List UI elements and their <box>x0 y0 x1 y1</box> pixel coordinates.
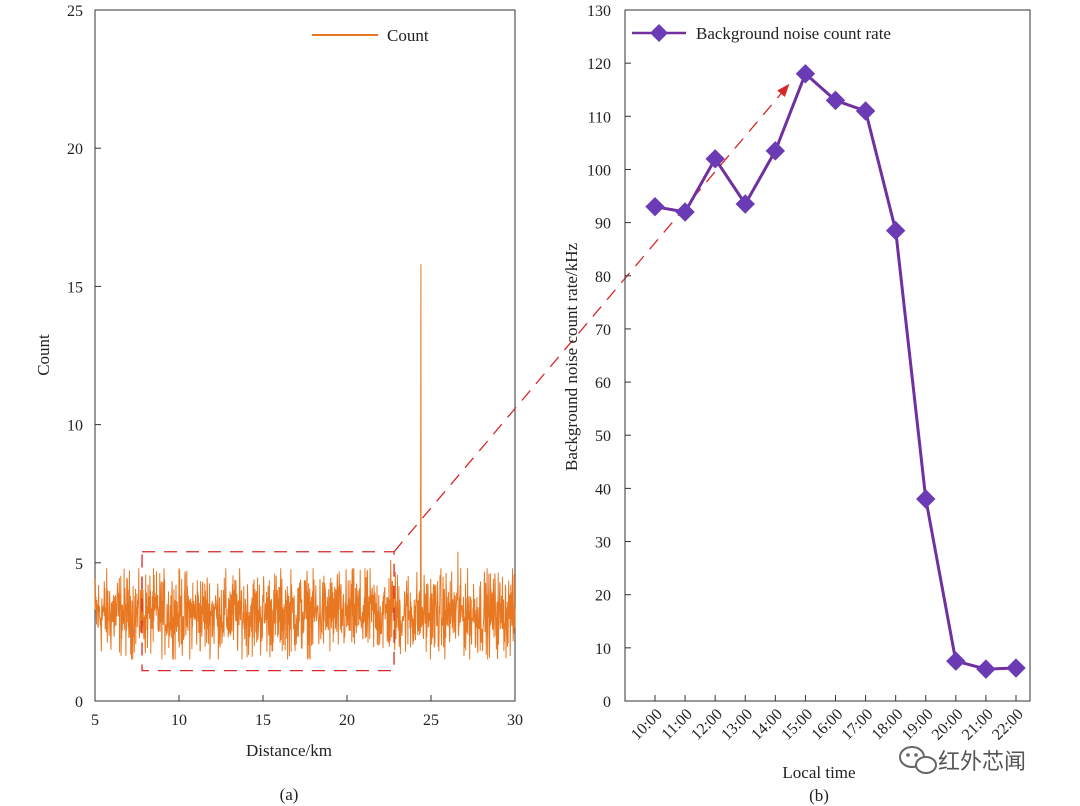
panel-b-ylabel: Background noise count rate/kHz <box>562 243 581 471</box>
y-tick-label: 10 <box>67 418 83 435</box>
panel-b-caption: (b) <box>809 786 829 805</box>
connector-arrow <box>393 83 790 553</box>
data-point <box>705 149 725 169</box>
x-tick-label: 19:00 <box>899 706 937 744</box>
panel-a-frame <box>94 9 516 702</box>
panel-a-ylabel: Count <box>34 334 53 376</box>
legend-a: Count <box>312 26 429 45</box>
data-point <box>765 141 786 161</box>
data-point <box>855 101 876 121</box>
x-tick-label: 17:00 <box>839 706 877 744</box>
x-tick-label: 11:00 <box>659 706 696 743</box>
y-tick-label: 20 <box>595 588 611 605</box>
data-point <box>976 659 996 679</box>
x-tick-label: 20:00 <box>929 706 967 744</box>
y-tick-label: 5 <box>75 556 83 573</box>
y-tick-label: 10 <box>595 641 611 658</box>
legend-b-label: Background noise count rate <box>696 24 891 43</box>
x-tick-label: 10:00 <box>628 706 666 744</box>
data-point <box>1006 658 1026 678</box>
data-point <box>825 90 846 111</box>
data-point <box>885 220 906 241</box>
x-tick-label: 21:00 <box>959 706 997 744</box>
data-point <box>675 202 695 222</box>
y-tick-label: 130 <box>587 3 611 20</box>
legend-b-marker <box>650 24 668 42</box>
noise-rate-series <box>645 64 1026 679</box>
y-tick-label: 110 <box>588 109 611 126</box>
y-tick-label: 0 <box>75 694 83 711</box>
legend-a-label: Count <box>387 26 429 45</box>
x-tick-label: 10 <box>171 712 187 729</box>
x-tick-label: 15 <box>255 712 271 729</box>
y-tick-label: 120 <box>587 56 611 73</box>
x-tick-label: 22:00 <box>989 706 1027 744</box>
y-tick-label: 25 <box>67 3 83 20</box>
highlight-rect <box>141 551 395 672</box>
watermark-text: 红外芯闻 <box>938 750 1026 775</box>
x-tick-label: 15:00 <box>778 706 816 744</box>
connector-arrowhead <box>777 83 790 97</box>
x-tick-label: 20 <box>339 712 355 729</box>
y-tick-label: 90 <box>595 216 611 233</box>
y-tick-label: 60 <box>595 375 611 392</box>
watermark: 红外芯闻 <box>899 746 1026 775</box>
y-tick-label: 80 <box>595 269 611 286</box>
y-tick-label: 100 <box>587 162 611 179</box>
panel-b-frame <box>624 9 1031 702</box>
x-tick-label: 25 <box>423 712 439 729</box>
panel-b-axes: 0 10 20 30 40 50 60 70 80 90 100 110 120 130 10:0011:0… <box>587 3 1027 744</box>
data-point <box>735 194 755 214</box>
x-tick-label: 30 <box>507 712 523 729</box>
connector-line <box>393 83 790 553</box>
data-point <box>916 489 936 509</box>
series-line <box>654 72 1017 671</box>
x-tick-label: 12:00 <box>688 706 726 744</box>
y-tick-label: 15 <box>67 279 83 296</box>
x-tick-label: 16:00 <box>809 706 847 744</box>
panel-b: 0 10 20 30 40 50 60 70 80 90 100 110 120 130 10:0011:0… <box>562 3 1031 805</box>
legend-b: Background noise count rate <box>632 24 891 43</box>
x-tick-label: 13:00 <box>718 706 756 744</box>
y-tick-label: 30 <box>595 535 611 552</box>
panel-b-xlabel: Local time <box>782 763 855 782</box>
data-point <box>795 64 816 84</box>
x-tick-label: 14:00 <box>748 706 786 744</box>
y-tick-label: 50 <box>595 428 611 445</box>
data-point <box>645 196 665 217</box>
y-tick-label: 40 <box>595 481 611 498</box>
x-tick-label: 18:00 <box>869 706 907 744</box>
highlight-box <box>141 551 395 672</box>
count-trace <box>94 264 516 660</box>
y-tick-label: 0 <box>603 694 611 711</box>
panel-a-caption: (a) <box>280 785 299 804</box>
count-series <box>94 264 516 660</box>
y-tick-label: 20 <box>67 141 83 158</box>
x-tick-label: 5 <box>91 712 99 729</box>
wechat-icon <box>899 746 937 774</box>
y-tick-label: 70 <box>595 322 611 339</box>
panel-a-xlabel: Distance/km <box>246 741 332 760</box>
data-point <box>946 651 966 671</box>
